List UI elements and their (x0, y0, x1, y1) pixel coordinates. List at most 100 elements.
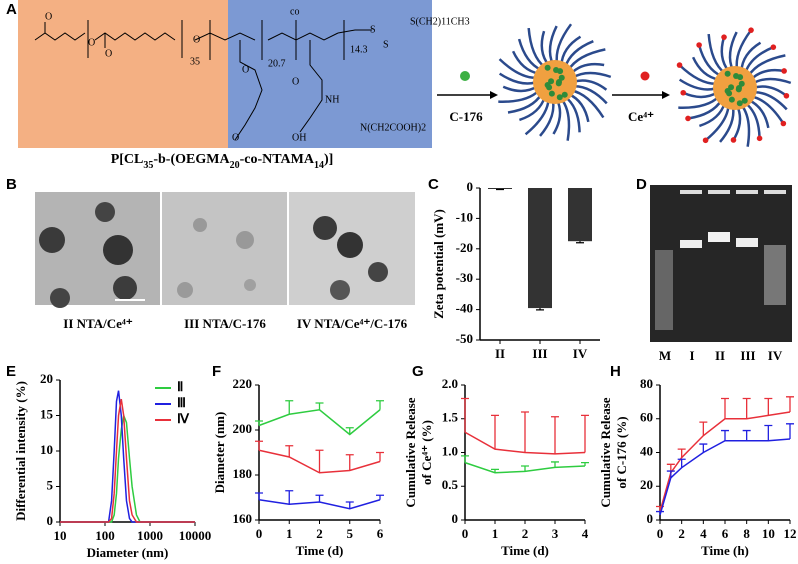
drug (557, 68, 564, 75)
ce-icon (640, 71, 650, 81)
x-tick-label: 1000 (137, 528, 163, 543)
series-line (659, 438, 791, 516)
error-bar (742, 429, 751, 441)
error-bar (285, 490, 294, 505)
image-caption: II NTA/Ce⁴⁺ (63, 316, 133, 331)
structure-label: O (88, 37, 95, 48)
arrow-head (490, 91, 498, 99)
drug (724, 70, 731, 77)
y-tick-label: 180 (233, 466, 253, 481)
pcl-block (18, 0, 228, 148)
error-bar (581, 461, 589, 466)
structure-labels: OOO35O20.7co14.3SSS(CH2)11CH3OONHOOHN(CH… (45, 6, 470, 143)
error-bar (285, 400, 294, 415)
polymer-part: -co-NTAMA (240, 152, 315, 167)
drug (556, 94, 563, 101)
error-bar (656, 510, 664, 515)
polymer-chain (752, 85, 788, 97)
y-tick-label: 20 (640, 477, 653, 492)
error-bar (496, 188, 504, 191)
x-tick-label: II (495, 346, 505, 361)
y-tick-label: 1.5 (442, 410, 459, 425)
y-tick-label: 160 (233, 511, 253, 526)
micelles (498, 23, 792, 147)
polymer-chain (682, 91, 719, 99)
band (708, 232, 730, 242)
error-bar (764, 397, 773, 416)
particle (330, 280, 350, 300)
particle (39, 227, 65, 253)
error-bar (666, 470, 675, 478)
y-tick-label: 1.0 (442, 443, 458, 458)
figure-texts: A B D II NTA/Ce⁴⁺ III NTA/C-176 IV NTA/Ce⁴⁺/C… (6, 1, 783, 363)
x-tick-label: 0 (462, 526, 469, 541)
error-bar (551, 416, 559, 454)
error-bar (345, 501, 354, 509)
particle (236, 231, 254, 249)
structure-label: NH (325, 94, 339, 105)
y-tick-label: 2.0 (442, 376, 458, 391)
polymer-part: 20 (230, 160, 240, 171)
x-tick-label: 4 (700, 526, 707, 541)
y-tick-label: 220 (233, 376, 253, 391)
panel-label: D (636, 176, 647, 193)
series-line (60, 390, 195, 523)
particle (193, 218, 207, 232)
structure-label: co (290, 6, 299, 17)
y-axis-label: of C-176 (%) (614, 416, 629, 488)
panel-label: E (6, 363, 16, 380)
error-bar (576, 241, 584, 244)
ce-ion (770, 44, 777, 50)
drug (741, 97, 748, 104)
error-bar (376, 494, 384, 500)
panel-label: A (6, 1, 17, 18)
structure-label: O (292, 76, 299, 87)
structure-label: O (105, 48, 112, 59)
particle (95, 202, 115, 222)
error-bar (742, 397, 751, 419)
y-axis-label: of Ce⁴⁺ (%) (419, 420, 434, 485)
y-axis-label: Diameter (nm) (212, 412, 227, 494)
y-tick-label: 40 (640, 443, 653, 458)
legend-label: Ⅳ (177, 411, 190, 426)
structure-label: O (242, 64, 249, 75)
y-tick-label: -20 (456, 240, 473, 255)
ce-ion (721, 34, 727, 40)
x-tick-label: 2 (316, 526, 323, 541)
panel-label: C (428, 176, 439, 193)
band (680, 240, 702, 248)
x-tick-label: 10000 (179, 528, 212, 543)
panel-label: H (610, 363, 621, 380)
gel (650, 185, 792, 342)
well (708, 190, 730, 194)
particle (113, 276, 137, 300)
drug (561, 91, 568, 98)
polymer-chain (540, 30, 550, 66)
y-tick-label: 0 (647, 511, 654, 526)
ce-ion (780, 120, 787, 127)
error-bar (786, 396, 794, 412)
polymer-chain (751, 77, 792, 85)
x-axis-label: Time (h) (701, 543, 749, 558)
polymer-chain (572, 79, 608, 91)
x-tick-label: 12 (784, 526, 797, 541)
tem-images (35, 192, 415, 308)
error-bar (255, 440, 263, 451)
arrow-head (662, 91, 670, 99)
lane-label: IV (768, 348, 783, 363)
x-tick-label: III (532, 346, 547, 361)
structure-bonds (34, 20, 372, 141)
structure-label: S (370, 24, 376, 35)
y-tick-label: 15 (40, 406, 54, 421)
error-bar (345, 454, 354, 471)
structure-label: 35 (190, 56, 200, 67)
error-bar (677, 458, 686, 468)
error-bar (461, 397, 469, 433)
y-axis-label: Differential intensity (%) (13, 381, 28, 521)
ce-ion (685, 115, 691, 122)
polymer-chain (560, 98, 571, 141)
x-tick-label: 6 (722, 526, 729, 541)
error-bar (786, 423, 794, 439)
